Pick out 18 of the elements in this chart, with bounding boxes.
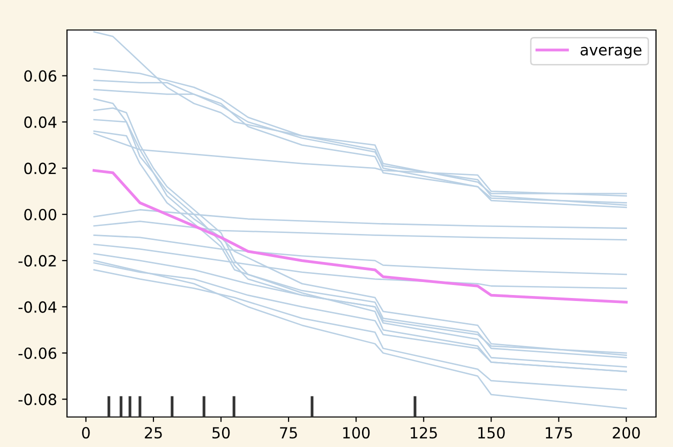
x-tick-label: 100 [343, 426, 370, 439]
y-tick-label: -0.06 [18, 347, 56, 360]
x-tick-label: 50 [212, 426, 230, 439]
legend-label: average [580, 46, 642, 59]
x-tick-label: 125 [410, 426, 437, 439]
y-tick-label: 0.04 [24, 116, 56, 128]
y-tick-label: 0.00 [24, 208, 56, 220]
y-tick-label: -0.08 [18, 394, 56, 406]
x-tick-label: 175 [546, 427, 572, 439]
x-tick-label: 200 [612, 426, 640, 439]
y-tick-label: -0.02 [18, 255, 56, 267]
x-tick-label: 75 [280, 427, 297, 439]
x-tick-label: 25 [144, 426, 162, 439]
y-tick-label: -0.04 [18, 301, 56, 313]
x-tick-label: 150 [478, 426, 505, 439]
y-tick-label: 0.02 [24, 162, 56, 174]
x-tick-label: 0 [82, 426, 90, 439]
y-tick-label: 0.06 [24, 70, 56, 82]
